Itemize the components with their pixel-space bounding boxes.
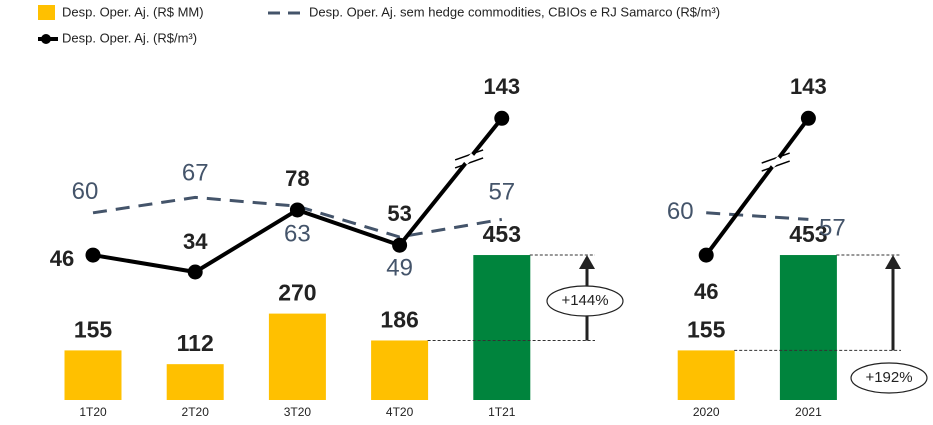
x-tick-label: 2020	[693, 405, 720, 419]
line	[92, 117, 504, 274]
legend-label: Desp. Oper. Aj. sem hedge commodities, C…	[309, 4, 720, 19]
arrow-head	[885, 255, 901, 270]
line-marker	[85, 247, 101, 263]
line-marker	[392, 237, 408, 253]
dashed-value-label: 49	[386, 254, 413, 281]
legend-swatch	[38, 5, 55, 20]
line-value-label: 53	[387, 201, 411, 226]
bar	[268, 313, 326, 400]
line-marker	[800, 110, 816, 126]
axis-break	[454, 149, 484, 161]
axis-break	[454, 157, 484, 169]
annotation: +144%	[561, 292, 608, 309]
line-value-label: 46	[694, 279, 718, 304]
dashed-value-label: 63	[284, 221, 311, 248]
bar-value-label: 155	[687, 316, 726, 342]
axis-break	[463, 153, 475, 165]
arrow-head	[579, 255, 595, 270]
bar-value-label: 453	[483, 221, 521, 247]
dashed-value-label: 57	[488, 179, 515, 206]
x-tick-label: 1T21	[488, 405, 516, 419]
line-marker	[289, 202, 305, 218]
dashed-value-label: 57	[819, 215, 846, 242]
bar-value-label: 270	[278, 280, 316, 306]
line-marker	[494, 110, 510, 126]
bar	[166, 364, 224, 400]
dashed-value-label: 67	[182, 160, 209, 187]
legend-label: Desp. Oper. Aj. (R$ MM)	[62, 4, 204, 19]
bar	[677, 350, 735, 400]
legend-swatch	[41, 34, 51, 44]
bar	[64, 350, 122, 400]
bar-value-label: 453	[789, 221, 827, 247]
annotation-bubble	[850, 362, 928, 394]
dashed-line	[706, 211, 809, 221]
line-marker	[698, 247, 714, 263]
x-tick-label: 2T20	[182, 405, 210, 419]
dashed-line	[92, 195, 503, 239]
line-value-label: 46	[50, 246, 74, 271]
bar-value-label: 112	[177, 330, 214, 356]
legend-label: Desp. Oper. Aj. (R$/m³)	[62, 30, 197, 45]
x-tick-label: 1T20	[79, 405, 107, 419]
line-value-label: 143	[483, 74, 520, 99]
dashed-value-label: 60	[667, 198, 694, 225]
line-value-label: 143	[790, 74, 827, 99]
annotation-bubble	[546, 285, 624, 317]
bar	[779, 255, 837, 400]
dashed-value-label: 60	[72, 178, 99, 205]
axis-break	[761, 160, 790, 172]
bar-value-label: 155	[74, 316, 113, 342]
axis-break	[761, 152, 790, 164]
bar	[371, 340, 429, 400]
line	[704, 117, 811, 257]
bar	[473, 255, 531, 400]
x-tick-label: 2021	[795, 405, 822, 419]
axis-break	[769, 156, 782, 168]
line-value-label: 34	[183, 229, 208, 254]
annotation: +192%	[865, 369, 912, 386]
x-tick-label: 3T20	[284, 405, 312, 419]
x-tick-label: 4T20	[386, 405, 414, 419]
bar-value-label: 186	[380, 307, 418, 333]
line-value-label: 78	[285, 166, 309, 191]
line-marker	[187, 264, 203, 280]
